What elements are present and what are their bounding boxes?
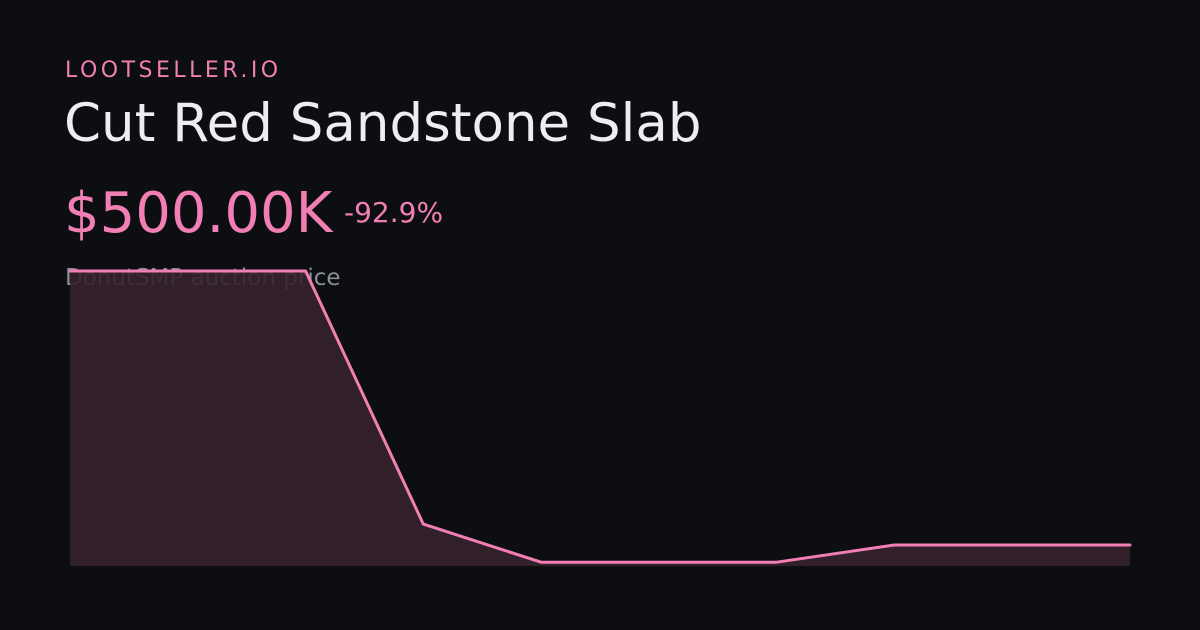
price-line xyxy=(68,269,1132,564)
brand: LOOTSELLER.IO xyxy=(65,58,282,83)
title: Cut Red Sandstone Slab xyxy=(64,93,701,154)
change: -92.9% xyxy=(344,196,443,229)
plot xyxy=(68,269,1132,566)
price: $500.00K xyxy=(64,181,334,246)
area-fill xyxy=(70,271,1130,566)
